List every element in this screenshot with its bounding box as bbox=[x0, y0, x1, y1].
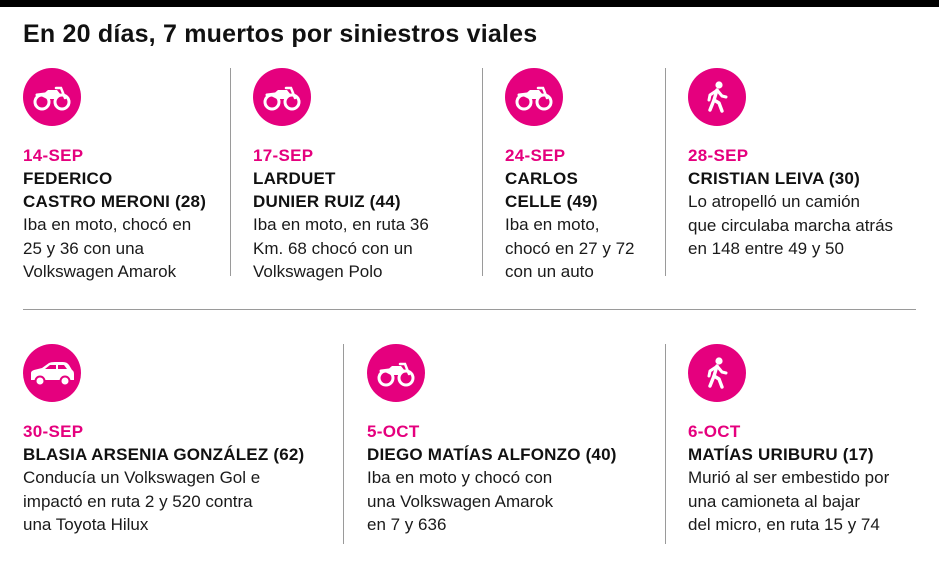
incident-description: Iba en moto, en ruta 36 Km. 68 chocó con… bbox=[253, 213, 473, 284]
victim-card: 30-SEP BLASIA ARSENIA GONZÁLEZ (62) Cond… bbox=[23, 344, 333, 537]
victim-name: BLASIA ARSENIA GONZÁLEZ (62) bbox=[23, 443, 333, 466]
incident-description: Conducía un Volkswagen Gol e impactó en … bbox=[23, 466, 333, 537]
column-divider bbox=[482, 68, 483, 276]
car-icon bbox=[23, 344, 81, 402]
description-line: Murió al ser embestido por bbox=[688, 468, 890, 487]
column-divider bbox=[665, 68, 666, 276]
victim-card: 6-OCT MATÍAS URIBURU (17) Murió al ser e… bbox=[688, 344, 933, 537]
victim-name-line: FEDERICO bbox=[23, 169, 113, 188]
pedestrian-icon bbox=[688, 68, 746, 126]
motorcycle-icon bbox=[253, 68, 311, 126]
date-label: 24-SEP bbox=[505, 146, 566, 165]
victim-name: CRISTIAN LEIVA (30) bbox=[688, 167, 933, 190]
victim-name-line: CARLOS bbox=[505, 169, 578, 188]
description-line: una camioneta al bajar bbox=[688, 491, 861, 511]
motorcycle-icon bbox=[505, 68, 563, 126]
victim-card: 14-SEP FEDERICO CASTRO MERONI (28) Iba e… bbox=[23, 68, 223, 284]
description-line: Conducía un Volkswagen Gol e bbox=[23, 468, 261, 487]
victim-card: 28-SEP CRISTIAN LEIVA (30) Lo atropelló … bbox=[688, 68, 933, 261]
victim-name-line: DIEGO MATÍAS ALFONZO (40) bbox=[367, 445, 617, 464]
description-line: Iba en moto, chocó en bbox=[23, 215, 192, 234]
description-line: del micro, en ruta 15 y 74 bbox=[688, 515, 880, 534]
description-line: que circulaba marcha atrás bbox=[688, 215, 894, 235]
description-line: Iba en moto, bbox=[505, 215, 600, 234]
victim-name-line: BLASIA ARSENIA GONZÁLEZ (62) bbox=[23, 445, 305, 464]
top-bar bbox=[0, 0, 939, 7]
description-line: Iba en moto, en ruta 36 bbox=[253, 215, 429, 234]
description-line: en 7 y 636 bbox=[367, 515, 447, 534]
incident-description: Iba en moto y chocó con una Volkswagen A… bbox=[367, 466, 657, 537]
description-line: chocó en 27 y 72 bbox=[505, 238, 635, 258]
victim-name-line: CASTRO MERONI (28) bbox=[23, 192, 207, 211]
victim-name: MATÍAS URIBURU (17) bbox=[688, 443, 933, 466]
row-divider bbox=[23, 309, 916, 310]
description-line: una Volkswagen Amarok bbox=[367, 491, 554, 511]
description-line: Volkswagen Polo bbox=[253, 262, 383, 281]
description-line: Lo atropelló un camión bbox=[688, 192, 861, 211]
victim-name-line: LARDUET bbox=[253, 169, 336, 188]
victim-name-line: CELLE (49) bbox=[505, 192, 598, 211]
description-line: 25 y 36 con una bbox=[23, 238, 144, 258]
column-divider bbox=[343, 344, 344, 544]
date-label: 17-SEP bbox=[253, 146, 314, 165]
incident-description: Murió al ser embestido por una camioneta… bbox=[688, 466, 933, 537]
date-label: 6-OCT bbox=[688, 422, 741, 441]
victim-name-line: CRISTIAN LEIVA (30) bbox=[688, 169, 860, 188]
incident-description: Iba en moto, chocó en 25 y 36 con una Vo… bbox=[23, 213, 223, 284]
incident-description: Iba en moto, chocó en 27 y 72 con un aut… bbox=[505, 213, 660, 284]
column-divider bbox=[665, 344, 666, 544]
victim-name: FEDERICO CASTRO MERONI (28) bbox=[23, 167, 223, 213]
description-line: Volkswagen Amarok bbox=[23, 262, 177, 281]
victim-card: 5-OCT DIEGO MATÍAS ALFONZO (40) Iba en m… bbox=[367, 344, 657, 537]
date-label: 30-SEP bbox=[23, 422, 84, 441]
page-title: En 20 días, 7 muertos por siniestros via… bbox=[23, 20, 538, 48]
date-label: 28-SEP bbox=[688, 146, 749, 165]
victim-name-line: MATÍAS URIBURU (17) bbox=[688, 445, 874, 464]
description-line: impactó en ruta 2 y 520 contra bbox=[23, 491, 253, 511]
motorcycle-icon bbox=[23, 68, 81, 126]
victim-name-line: DUNIER RUIZ (44) bbox=[253, 192, 401, 211]
victim-name: LARDUET DUNIER RUIZ (44) bbox=[253, 167, 473, 213]
victim-card: 24-SEP CARLOS CELLE (49) Iba en moto, ch… bbox=[505, 68, 660, 284]
incident-description: Lo atropelló un camión que circulaba mar… bbox=[688, 190, 933, 261]
motorcycle-icon bbox=[367, 344, 425, 402]
description-line: Km. 68 chocó con un bbox=[253, 238, 413, 258]
victim-card: 17-SEP LARDUET DUNIER RUIZ (44) Iba en m… bbox=[253, 68, 473, 284]
description-line: Iba en moto y chocó con bbox=[367, 468, 553, 487]
description-line: con un auto bbox=[505, 262, 594, 281]
column-divider bbox=[230, 68, 231, 276]
victim-name: DIEGO MATÍAS ALFONZO (40) bbox=[367, 443, 657, 466]
date-label: 5-OCT bbox=[367, 422, 420, 441]
description-line: una Toyota Hilux bbox=[23, 515, 149, 534]
pedestrian-icon bbox=[688, 344, 746, 402]
victim-name: CARLOS CELLE (49) bbox=[505, 167, 660, 213]
description-line: en 148 entre 49 y 50 bbox=[688, 239, 844, 258]
date-label: 14-SEP bbox=[23, 146, 84, 165]
